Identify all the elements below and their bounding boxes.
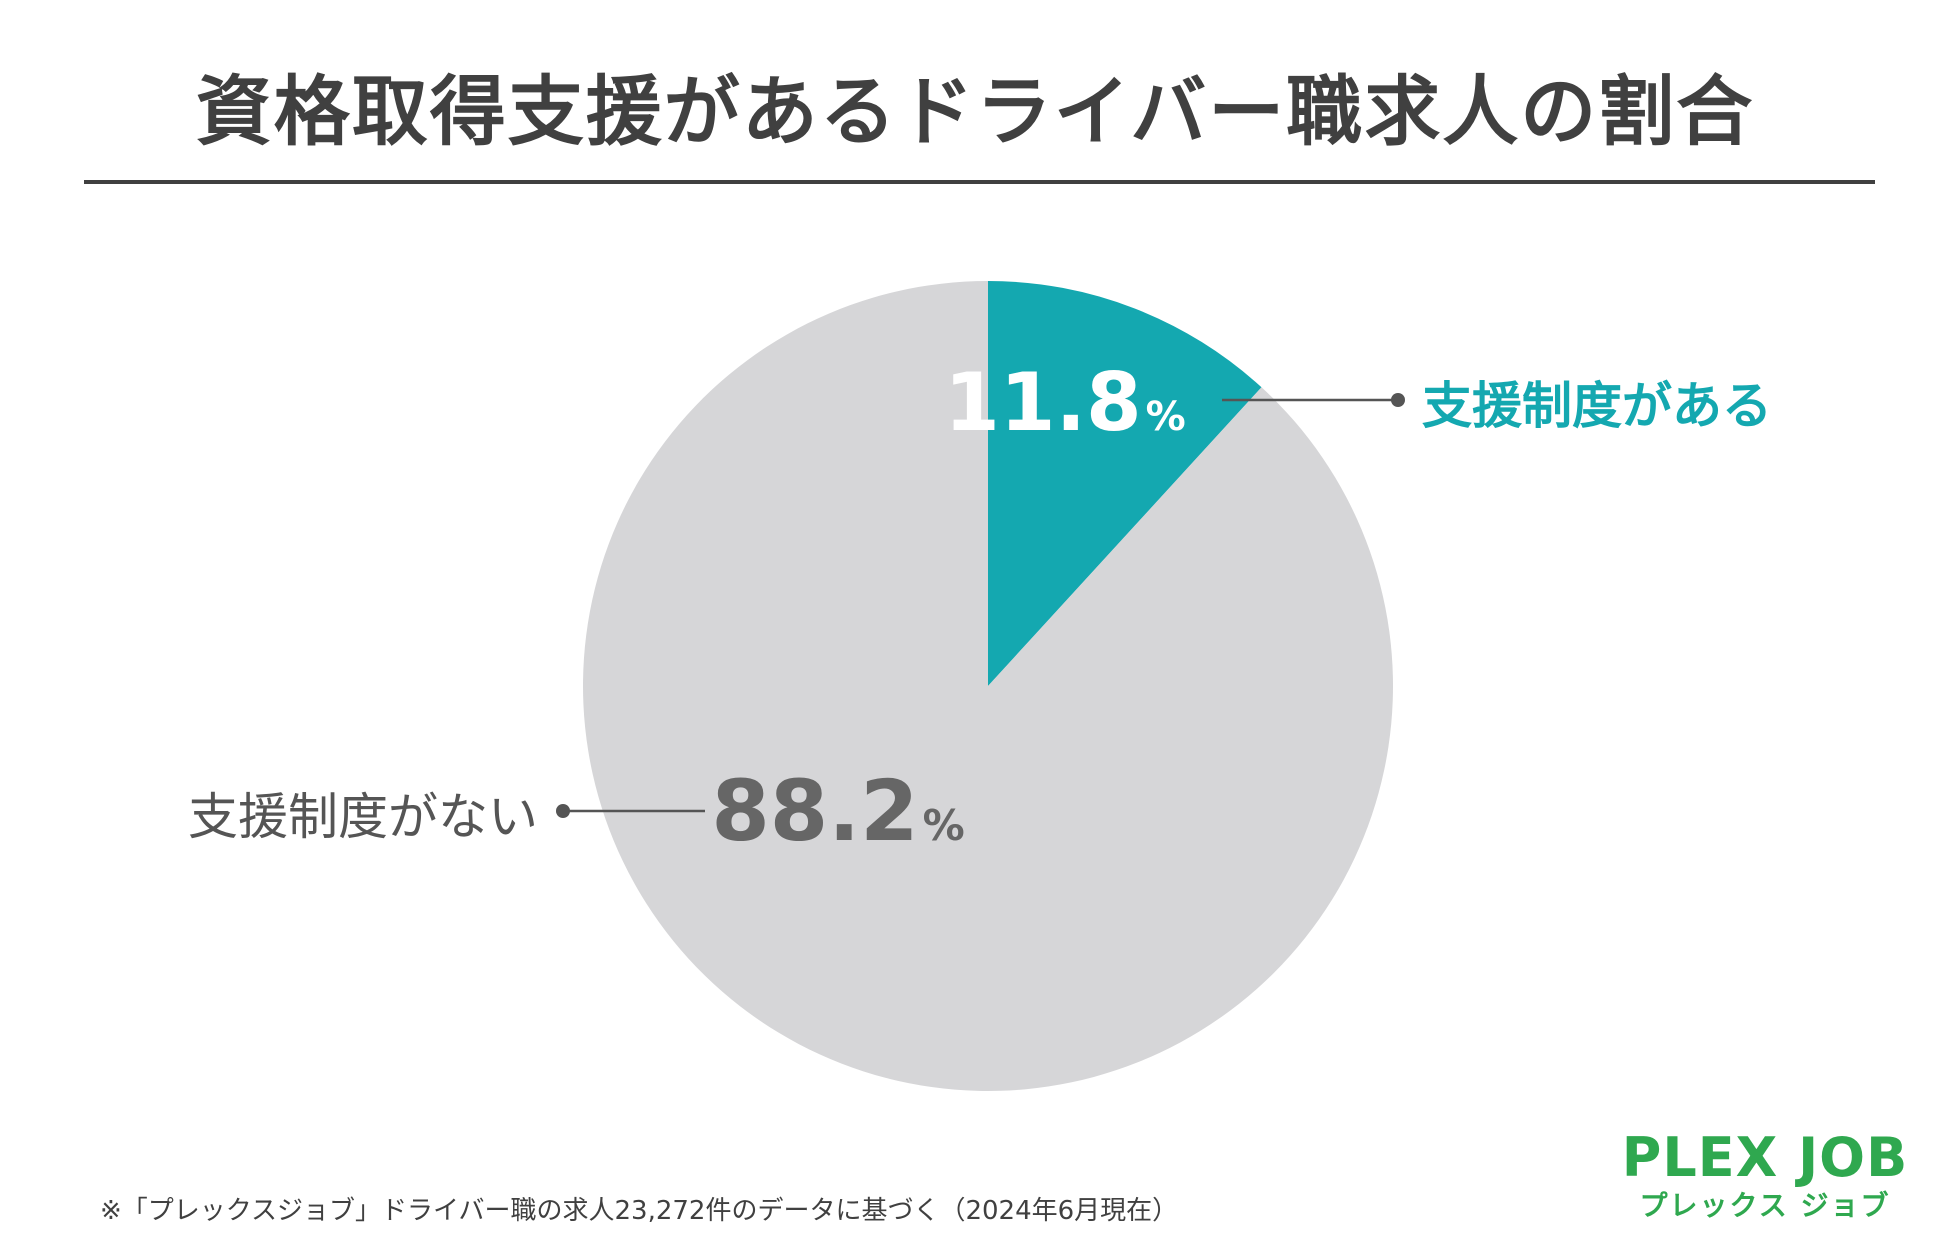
pie-slice-1 [988,281,1262,686]
logo-sub-text: プレックス ジョブ [1639,1189,1891,1222]
slice-value-label-1: 11.8% [944,356,1185,449]
slice-category-label-1: 支援制度がある [1422,377,1772,435]
logo-main-text: PLEX JOB [1621,1126,1909,1189]
chart-title: 資格取得支援があるドライバー職求人の割合 [195,67,1755,156]
slice-category-label-2: 支援制度がない [188,788,538,846]
footnote: ※「プレックスジョブ」ドライバー職の求人23,272件のデータに基づく（2024… [100,1196,1179,1226]
title-divider [84,180,1875,184]
leader-dot-1 [1391,393,1405,407]
slice-value-label-2: 88.2% [711,762,964,860]
pie-slice-2 [582,281,1393,1091]
plexjob-logo: PLEX JOB プレックス ジョブ [1620,1130,1910,1226]
leader-dot-2 [556,804,570,818]
